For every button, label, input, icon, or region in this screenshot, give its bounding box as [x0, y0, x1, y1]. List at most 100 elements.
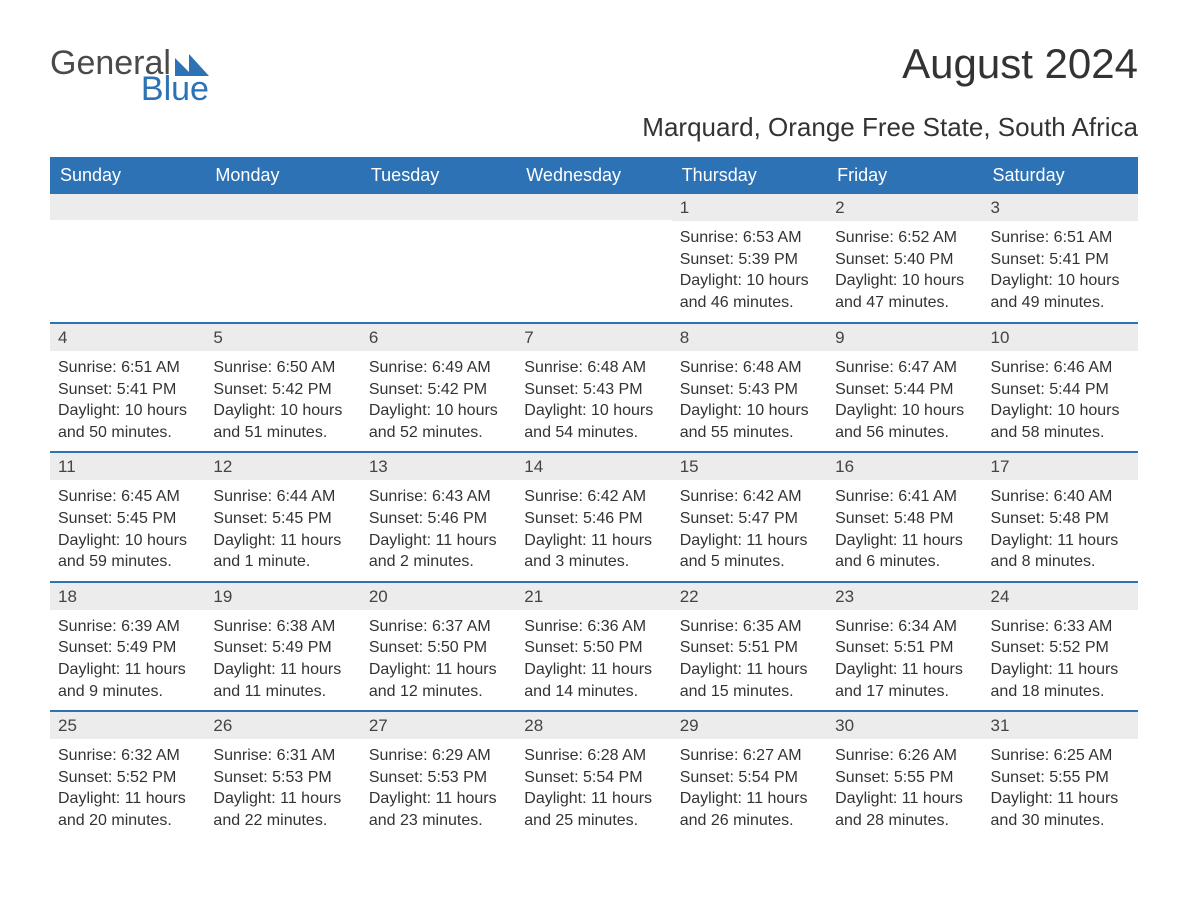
sunrise-line: Sunrise: 6:42 AM: [524, 486, 663, 508]
day-details: Sunrise: 6:41 AMSunset: 5:48 PMDaylight:…: [827, 480, 982, 580]
day-number: 13: [361, 453, 516, 480]
day-number: [50, 194, 205, 220]
sunrise-line: Sunrise: 6:25 AM: [991, 745, 1130, 767]
brand-logo: General Blue: [50, 46, 209, 106]
sunrise-line: Sunrise: 6:26 AM: [835, 745, 974, 767]
daylight-line: Daylight: 10 hours and 56 minutes.: [835, 400, 974, 443]
page-title: August 2024: [902, 40, 1138, 88]
day-number: 19: [205, 583, 360, 610]
sunrise-line: Sunrise: 6:33 AM: [991, 616, 1130, 638]
day-number: 7: [516, 324, 671, 351]
daylight-line: Daylight: 11 hours and 15 minutes.: [680, 659, 819, 702]
day-number: 2: [827, 194, 982, 221]
day-number: 12: [205, 453, 360, 480]
calendar-grid: SundayMondayTuesdayWednesdayThursdayFrid…: [50, 157, 1138, 840]
sunset-line: Sunset: 5:47 PM: [680, 508, 819, 530]
day-details: Sunrise: 6:37 AMSunset: 5:50 PMDaylight:…: [361, 610, 516, 710]
weekday-header: Wednesday: [516, 157, 671, 194]
sunset-line: Sunset: 5:51 PM: [835, 637, 974, 659]
day-details: Sunrise: 6:51 AMSunset: 5:41 PMDaylight:…: [50, 351, 205, 451]
calendar-day-cell: 9Sunrise: 6:47 AMSunset: 5:44 PMDaylight…: [827, 324, 982, 451]
day-details: Sunrise: 6:25 AMSunset: 5:55 PMDaylight:…: [983, 739, 1138, 839]
daylight-line: Daylight: 11 hours and 12 minutes.: [369, 659, 508, 702]
sunset-line: Sunset: 5:40 PM: [835, 249, 974, 271]
calendar-day-cell: 14Sunrise: 6:42 AMSunset: 5:46 PMDayligh…: [516, 453, 671, 580]
sunrise-line: Sunrise: 6:36 AM: [524, 616, 663, 638]
daylight-line: Daylight: 11 hours and 30 minutes.: [991, 788, 1130, 831]
sunset-line: Sunset: 5:54 PM: [680, 767, 819, 789]
day-details: Sunrise: 6:40 AMSunset: 5:48 PMDaylight:…: [983, 480, 1138, 580]
sunrise-line: Sunrise: 6:34 AM: [835, 616, 974, 638]
sunrise-line: Sunrise: 6:51 AM: [58, 357, 197, 379]
sunrise-line: Sunrise: 6:42 AM: [680, 486, 819, 508]
sunset-line: Sunset: 5:45 PM: [58, 508, 197, 530]
day-number: 14: [516, 453, 671, 480]
weekday-header: Sunday: [50, 157, 205, 194]
day-number: 23: [827, 583, 982, 610]
sunrise-line: Sunrise: 6:46 AM: [991, 357, 1130, 379]
day-number: 31: [983, 712, 1138, 739]
calendar-day-cell: 25Sunrise: 6:32 AMSunset: 5:52 PMDayligh…: [50, 712, 205, 839]
weekday-header-row: SundayMondayTuesdayWednesdayThursdayFrid…: [50, 157, 1138, 194]
sunset-line: Sunset: 5:55 PM: [991, 767, 1130, 789]
day-number: 30: [827, 712, 982, 739]
daylight-line: Daylight: 11 hours and 1 minute.: [213, 530, 352, 573]
day-number: 5: [205, 324, 360, 351]
daylight-line: Daylight: 10 hours and 50 minutes.: [58, 400, 197, 443]
sunset-line: Sunset: 5:42 PM: [369, 379, 508, 401]
daylight-line: Daylight: 10 hours and 55 minutes.: [680, 400, 819, 443]
daylight-line: Daylight: 11 hours and 6 minutes.: [835, 530, 974, 573]
sunrise-line: Sunrise: 6:44 AM: [213, 486, 352, 508]
sunset-line: Sunset: 5:41 PM: [991, 249, 1130, 271]
daylight-line: Daylight: 11 hours and 23 minutes.: [369, 788, 508, 831]
day-number: 17: [983, 453, 1138, 480]
calendar-day-cell: 19Sunrise: 6:38 AMSunset: 5:49 PMDayligh…: [205, 583, 360, 710]
sunrise-line: Sunrise: 6:41 AM: [835, 486, 974, 508]
day-details: Sunrise: 6:46 AMSunset: 5:44 PMDaylight:…: [983, 351, 1138, 451]
calendar-day-cell: 2Sunrise: 6:52 AMSunset: 5:40 PMDaylight…: [827, 194, 982, 322]
calendar-empty-cell: [516, 194, 671, 322]
sunrise-line: Sunrise: 6:48 AM: [524, 357, 663, 379]
calendar-day-cell: 16Sunrise: 6:41 AMSunset: 5:48 PMDayligh…: [827, 453, 982, 580]
calendar-week-row: 4Sunrise: 6:51 AMSunset: 5:41 PMDaylight…: [50, 322, 1138, 451]
daylight-line: Daylight: 11 hours and 2 minutes.: [369, 530, 508, 573]
sunrise-line: Sunrise: 6:27 AM: [680, 745, 819, 767]
day-number: 3: [983, 194, 1138, 221]
weekday-header: Tuesday: [361, 157, 516, 194]
daylight-line: Daylight: 11 hours and 20 minutes.: [58, 788, 197, 831]
sunrise-line: Sunrise: 6:51 AM: [991, 227, 1130, 249]
day-number: 9: [827, 324, 982, 351]
sunrise-line: Sunrise: 6:52 AM: [835, 227, 974, 249]
sunset-line: Sunset: 5:43 PM: [680, 379, 819, 401]
calendar-day-cell: 10Sunrise: 6:46 AMSunset: 5:44 PMDayligh…: [983, 324, 1138, 451]
sunrise-line: Sunrise: 6:38 AM: [213, 616, 352, 638]
logo-text-blue: Blue: [141, 72, 209, 106]
calendar-week-row: 18Sunrise: 6:39 AMSunset: 5:49 PMDayligh…: [50, 581, 1138, 710]
day-details: Sunrise: 6:28 AMSunset: 5:54 PMDaylight:…: [516, 739, 671, 839]
weekday-header: Monday: [205, 157, 360, 194]
sunset-line: Sunset: 5:54 PM: [524, 767, 663, 789]
sunset-line: Sunset: 5:42 PM: [213, 379, 352, 401]
calendar-day-cell: 29Sunrise: 6:27 AMSunset: 5:54 PMDayligh…: [672, 712, 827, 839]
sunrise-line: Sunrise: 6:53 AM: [680, 227, 819, 249]
sunset-line: Sunset: 5:44 PM: [835, 379, 974, 401]
sunset-line: Sunset: 5:49 PM: [213, 637, 352, 659]
daylight-line: Daylight: 10 hours and 58 minutes.: [991, 400, 1130, 443]
sunset-line: Sunset: 5:46 PM: [369, 508, 508, 530]
day-number: 25: [50, 712, 205, 739]
day-number: 4: [50, 324, 205, 351]
day-details: Sunrise: 6:27 AMSunset: 5:54 PMDaylight:…: [672, 739, 827, 839]
day-details: Sunrise: 6:47 AMSunset: 5:44 PMDaylight:…: [827, 351, 982, 451]
sunrise-line: Sunrise: 6:29 AM: [369, 745, 508, 767]
calendar-week-row: 11Sunrise: 6:45 AMSunset: 5:45 PMDayligh…: [50, 451, 1138, 580]
calendar-day-cell: 31Sunrise: 6:25 AMSunset: 5:55 PMDayligh…: [983, 712, 1138, 839]
day-details: Sunrise: 6:31 AMSunset: 5:53 PMDaylight:…: [205, 739, 360, 839]
daylight-line: Daylight: 11 hours and 14 minutes.: [524, 659, 663, 702]
sunrise-line: Sunrise: 6:50 AM: [213, 357, 352, 379]
daylight-line: Daylight: 11 hours and 28 minutes.: [835, 788, 974, 831]
sunrise-line: Sunrise: 6:43 AM: [369, 486, 508, 508]
calendar-empty-cell: [361, 194, 516, 322]
daylight-line: Daylight: 11 hours and 5 minutes.: [680, 530, 819, 573]
sunset-line: Sunset: 5:50 PM: [369, 637, 508, 659]
sunset-line: Sunset: 5:52 PM: [991, 637, 1130, 659]
